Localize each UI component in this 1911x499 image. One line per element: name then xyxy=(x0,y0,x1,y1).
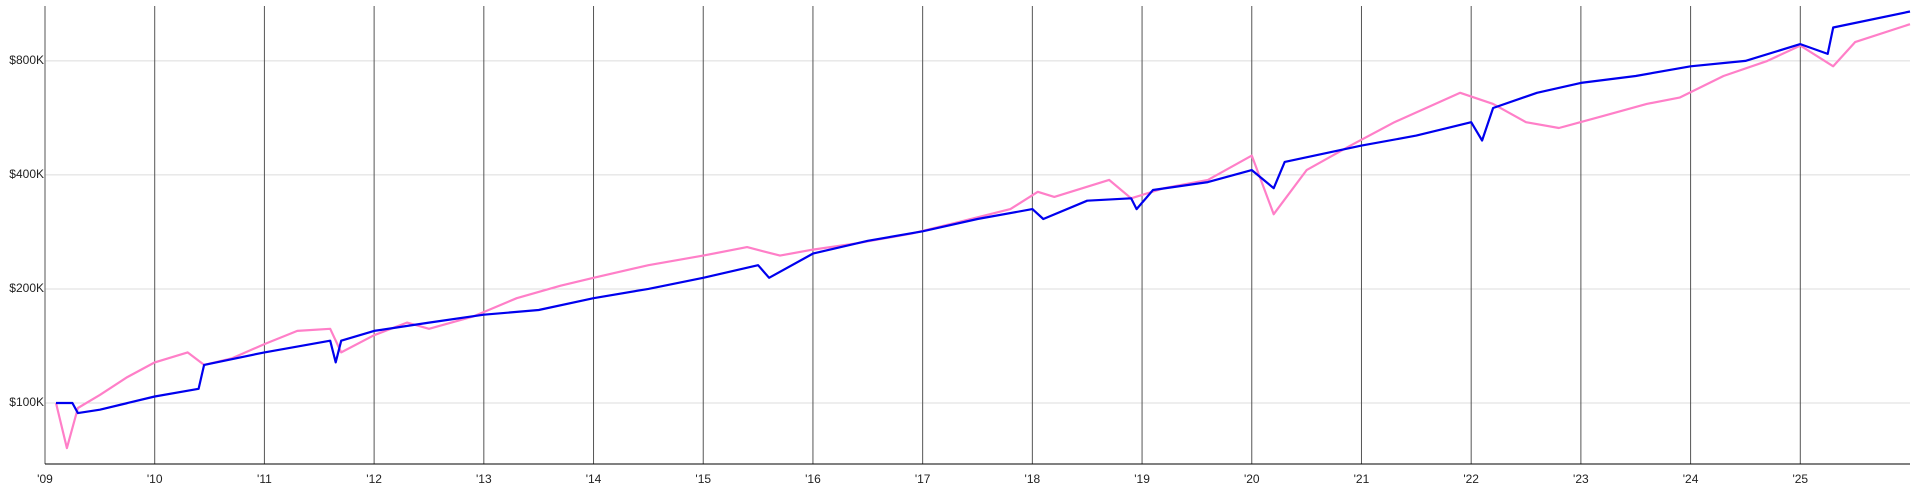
y-tick-label: $200K xyxy=(9,281,44,295)
x-tick-label: '13 xyxy=(476,472,492,486)
x-tick-label: '22 xyxy=(1463,472,1479,486)
x-tick-label: '10 xyxy=(147,472,163,486)
x-tick-label: '15 xyxy=(695,472,711,486)
y-tick-label: $100K xyxy=(9,395,44,409)
x-tick-label: '09 xyxy=(37,472,53,486)
x-tick-label: '24 xyxy=(1683,472,1699,486)
x-tick-label: '17 xyxy=(915,472,931,486)
x-tick-label: '14 xyxy=(586,472,602,486)
series-line xyxy=(56,10,1911,415)
y-tick-label: $400K xyxy=(9,167,44,181)
x-tick-label: '11 xyxy=(257,472,272,486)
x-tick-label: '19 xyxy=(1134,472,1150,486)
x-tick-label: '23 xyxy=(1573,472,1589,486)
x-tick-label: '16 xyxy=(805,472,821,486)
x-tick-label: '25 xyxy=(1792,472,1808,486)
y-tick-label: $800K xyxy=(9,53,44,67)
x-tick-label: '21 xyxy=(1354,472,1370,486)
series-line xyxy=(54,23,1911,450)
x-tick-label: '12 xyxy=(366,472,382,486)
x-tick-label: '18 xyxy=(1025,472,1041,486)
x-tick-label: '20 xyxy=(1244,472,1260,486)
